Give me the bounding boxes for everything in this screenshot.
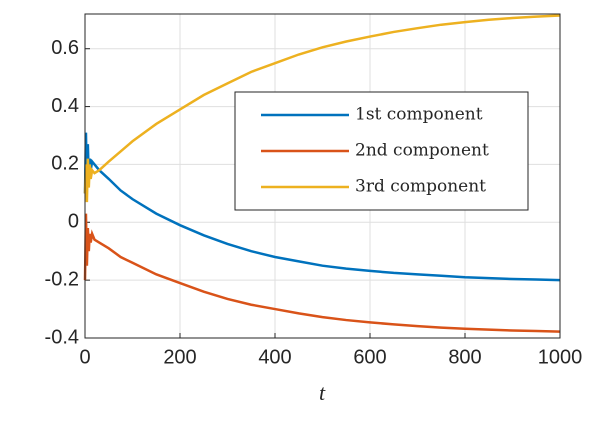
x-tick-label: 600 (353, 346, 386, 368)
legend-label: 3rd component (355, 177, 486, 197)
x-axis-label: t (319, 380, 326, 405)
axes-box (84, 13, 561, 339)
legend-label: 2nd component (355, 141, 489, 161)
y-tick-label: 0 (68, 211, 79, 233)
x-tick-label: 0 (79, 346, 90, 368)
x-tick-label: 400 (258, 346, 291, 368)
y-tick-label: 0.2 (51, 153, 79, 175)
y-tick-label: 0.4 (51, 95, 79, 117)
x-tick-label: 1000 (538, 346, 583, 368)
series-line (83, 14, 561, 203)
y-tick-label: -0.4 (45, 326, 79, 348)
x-tick-label: 800 (448, 346, 481, 368)
legend-label: 1st component (355, 105, 483, 125)
x-tick-label: 200 (163, 346, 196, 368)
legend: 1st component 2nd component 3rd component (234, 91, 529, 211)
series-line (83, 132, 561, 282)
series-line (83, 213, 561, 333)
y-tick-label: 0.6 (51, 37, 79, 59)
y-tick-label: -0.2 (45, 268, 79, 290)
